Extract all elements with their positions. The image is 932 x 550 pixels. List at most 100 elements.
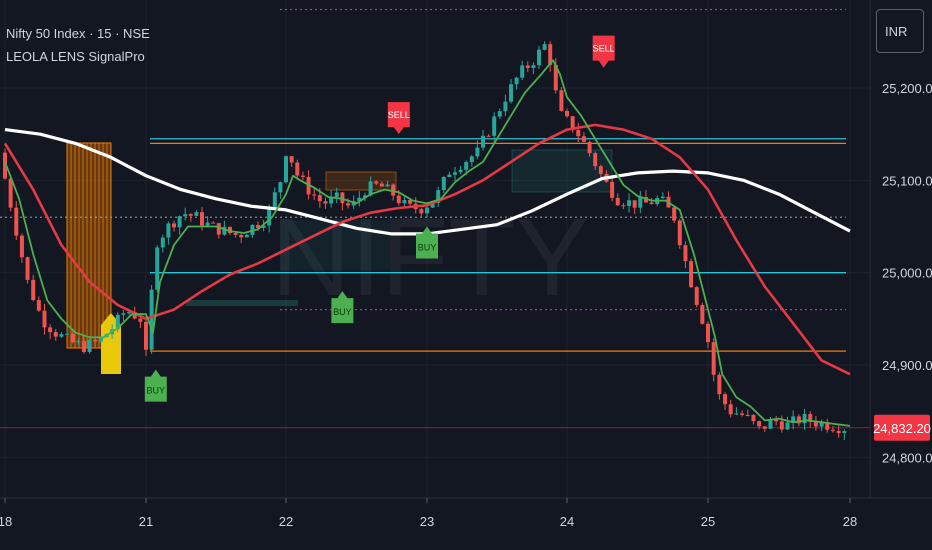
candle-body bbox=[632, 200, 637, 208]
candle-body bbox=[19, 235, 24, 258]
candle-body bbox=[205, 222, 210, 226]
candle-body bbox=[188, 214, 193, 216]
buy-signal: BUY bbox=[331, 291, 354, 324]
signals-layer: BUY BUY BUY SELL SELL bbox=[144, 35, 615, 402]
candle-body bbox=[836, 430, 841, 434]
candle-body bbox=[509, 84, 513, 102]
candle-body bbox=[155, 247, 160, 290]
candle-body bbox=[553, 64, 558, 91]
y-tick-label: 25,100.00 bbox=[882, 173, 932, 188]
candle-body bbox=[458, 169, 463, 173]
buy-signal-shape bbox=[331, 291, 354, 324]
candle-body bbox=[36, 300, 41, 311]
candle-body bbox=[76, 341, 81, 343]
candle-body bbox=[261, 225, 266, 228]
candle-body bbox=[194, 212, 199, 216]
candle-body bbox=[677, 220, 682, 246]
candle-body bbox=[256, 224, 260, 228]
ema_fast-line bbox=[4, 59, 851, 427]
candle-body bbox=[183, 214, 188, 217]
orange-zone bbox=[66, 142, 112, 349]
candle-body bbox=[768, 419, 773, 429]
candle-body bbox=[8, 178, 13, 208]
candle-body bbox=[138, 318, 143, 322]
candle-body bbox=[200, 212, 204, 226]
buy-signal-label: BUY bbox=[147, 386, 166, 396]
candle-body bbox=[70, 333, 75, 343]
candle-body bbox=[593, 153, 598, 167]
candle-body bbox=[98, 337, 103, 342]
candle-body bbox=[825, 422, 830, 430]
candles-layer bbox=[3, 41, 847, 441]
candle-body bbox=[284, 156, 288, 183]
candle-body bbox=[581, 136, 586, 142]
indicator-name[interactable]: LEOLA LENS SignalPro bbox=[6, 49, 145, 64]
candle-body bbox=[312, 194, 317, 196]
candle-body bbox=[317, 195, 322, 202]
x-tick-label: 23 bbox=[420, 514, 434, 529]
candle-body bbox=[132, 312, 137, 319]
candle-body bbox=[48, 327, 53, 333]
candle-body bbox=[81, 341, 86, 352]
buy-signal: BUY bbox=[416, 226, 438, 259]
candle-body bbox=[121, 313, 126, 315]
candle-body bbox=[436, 190, 441, 203]
x-tick-label: 25 bbox=[701, 514, 715, 529]
candle-body bbox=[177, 216, 182, 228]
candle-body bbox=[598, 166, 603, 174]
candle-body bbox=[222, 226, 227, 235]
candle-body bbox=[357, 197, 362, 202]
candle-body bbox=[531, 65, 536, 68]
candle-body bbox=[717, 374, 722, 395]
candle-body bbox=[520, 65, 525, 78]
candle-body bbox=[300, 175, 305, 177]
candle-body bbox=[796, 416, 801, 424]
candle-body bbox=[683, 245, 688, 262]
candle-body bbox=[711, 342, 716, 375]
candle-body bbox=[149, 289, 154, 350]
candle-body bbox=[65, 333, 70, 335]
candle-body bbox=[25, 257, 30, 280]
sell-signal: SELL bbox=[387, 102, 410, 135]
candle-body bbox=[340, 192, 345, 204]
candle-body bbox=[362, 195, 367, 198]
candle-body bbox=[53, 332, 58, 337]
currency-button[interactable]: INR bbox=[876, 9, 924, 53]
candle-body bbox=[559, 90, 564, 111]
candle-body bbox=[689, 261, 694, 288]
x-tick-label: 28 bbox=[843, 514, 857, 529]
candle-body bbox=[211, 222, 216, 224]
sell-signal-label: SELL bbox=[593, 44, 615, 54]
zone-box-3 bbox=[325, 171, 397, 191]
y-tick-label: 24,900.00 bbox=[882, 358, 932, 373]
sell-signal-shape bbox=[387, 102, 410, 135]
candle-body bbox=[244, 234, 249, 238]
candle-body bbox=[734, 413, 739, 415]
candle-body bbox=[615, 197, 620, 206]
candle-body bbox=[172, 223, 176, 228]
sell-signal: SELL bbox=[593, 35, 615, 68]
y-tick-label: 25,000.00 bbox=[882, 266, 932, 281]
candle-body bbox=[610, 181, 615, 198]
buy-signal-label: BUY bbox=[418, 243, 437, 253]
candle-body bbox=[757, 421, 762, 427]
candle-body bbox=[486, 135, 491, 137]
candle-body bbox=[525, 65, 530, 68]
candle-body bbox=[728, 404, 733, 415]
candle-body bbox=[166, 223, 171, 238]
candle-body bbox=[408, 199, 413, 204]
candle-body bbox=[430, 202, 435, 208]
candle-body bbox=[497, 111, 502, 117]
candle-body bbox=[842, 431, 847, 434]
candle-body bbox=[144, 321, 148, 350]
last-price-label: 24,832.20 bbox=[873, 421, 931, 436]
candle-body bbox=[289, 156, 294, 163]
legend: Nifty 50 Index · 15 · NSE LEOLA LENS Sig… bbox=[6, 26, 150, 72]
symbol-title[interactable]: Nifty 50 Index · 15 · NSE bbox=[6, 26, 150, 41]
zone-box-2 bbox=[511, 149, 613, 193]
x-tick-label: 21 bbox=[139, 514, 153, 529]
buy-signal: BUY bbox=[144, 369, 167, 402]
buy-signal-label: BUY bbox=[333, 307, 352, 317]
candle-body bbox=[830, 429, 835, 431]
